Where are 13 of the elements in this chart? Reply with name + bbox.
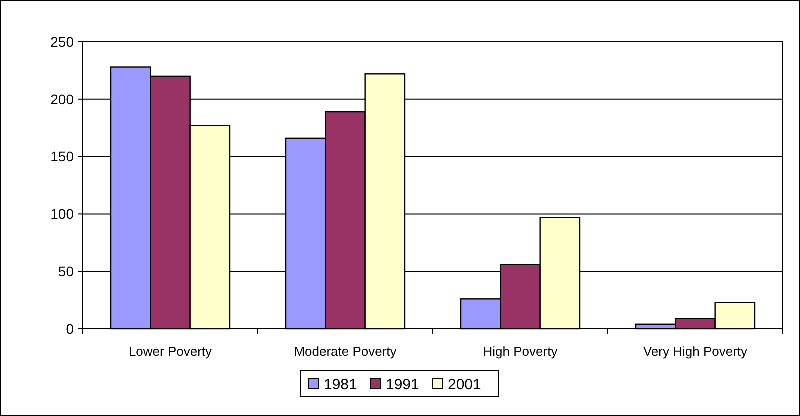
y-tick-label: 200 (50, 91, 74, 108)
y-tick-label: 0 (66, 320, 74, 337)
x-tick-label: High Poverty (483, 344, 558, 359)
legend-label: 2001 (448, 376, 482, 394)
y-tick-label: 150 (50, 148, 74, 165)
y-tick-label: 100 (50, 206, 74, 222)
legend-label: 1981 (324, 376, 358, 394)
legend-label: 1991 (386, 376, 420, 394)
x-tick-label: Lower Poverty (128, 344, 213, 359)
x-tick-label: Very High Poverty (643, 344, 748, 359)
y-tick-label: 250 (50, 34, 74, 50)
y-tick-label: 50 (58, 264, 74, 280)
x-tick-label: Moderate Poverty (294, 344, 398, 359)
